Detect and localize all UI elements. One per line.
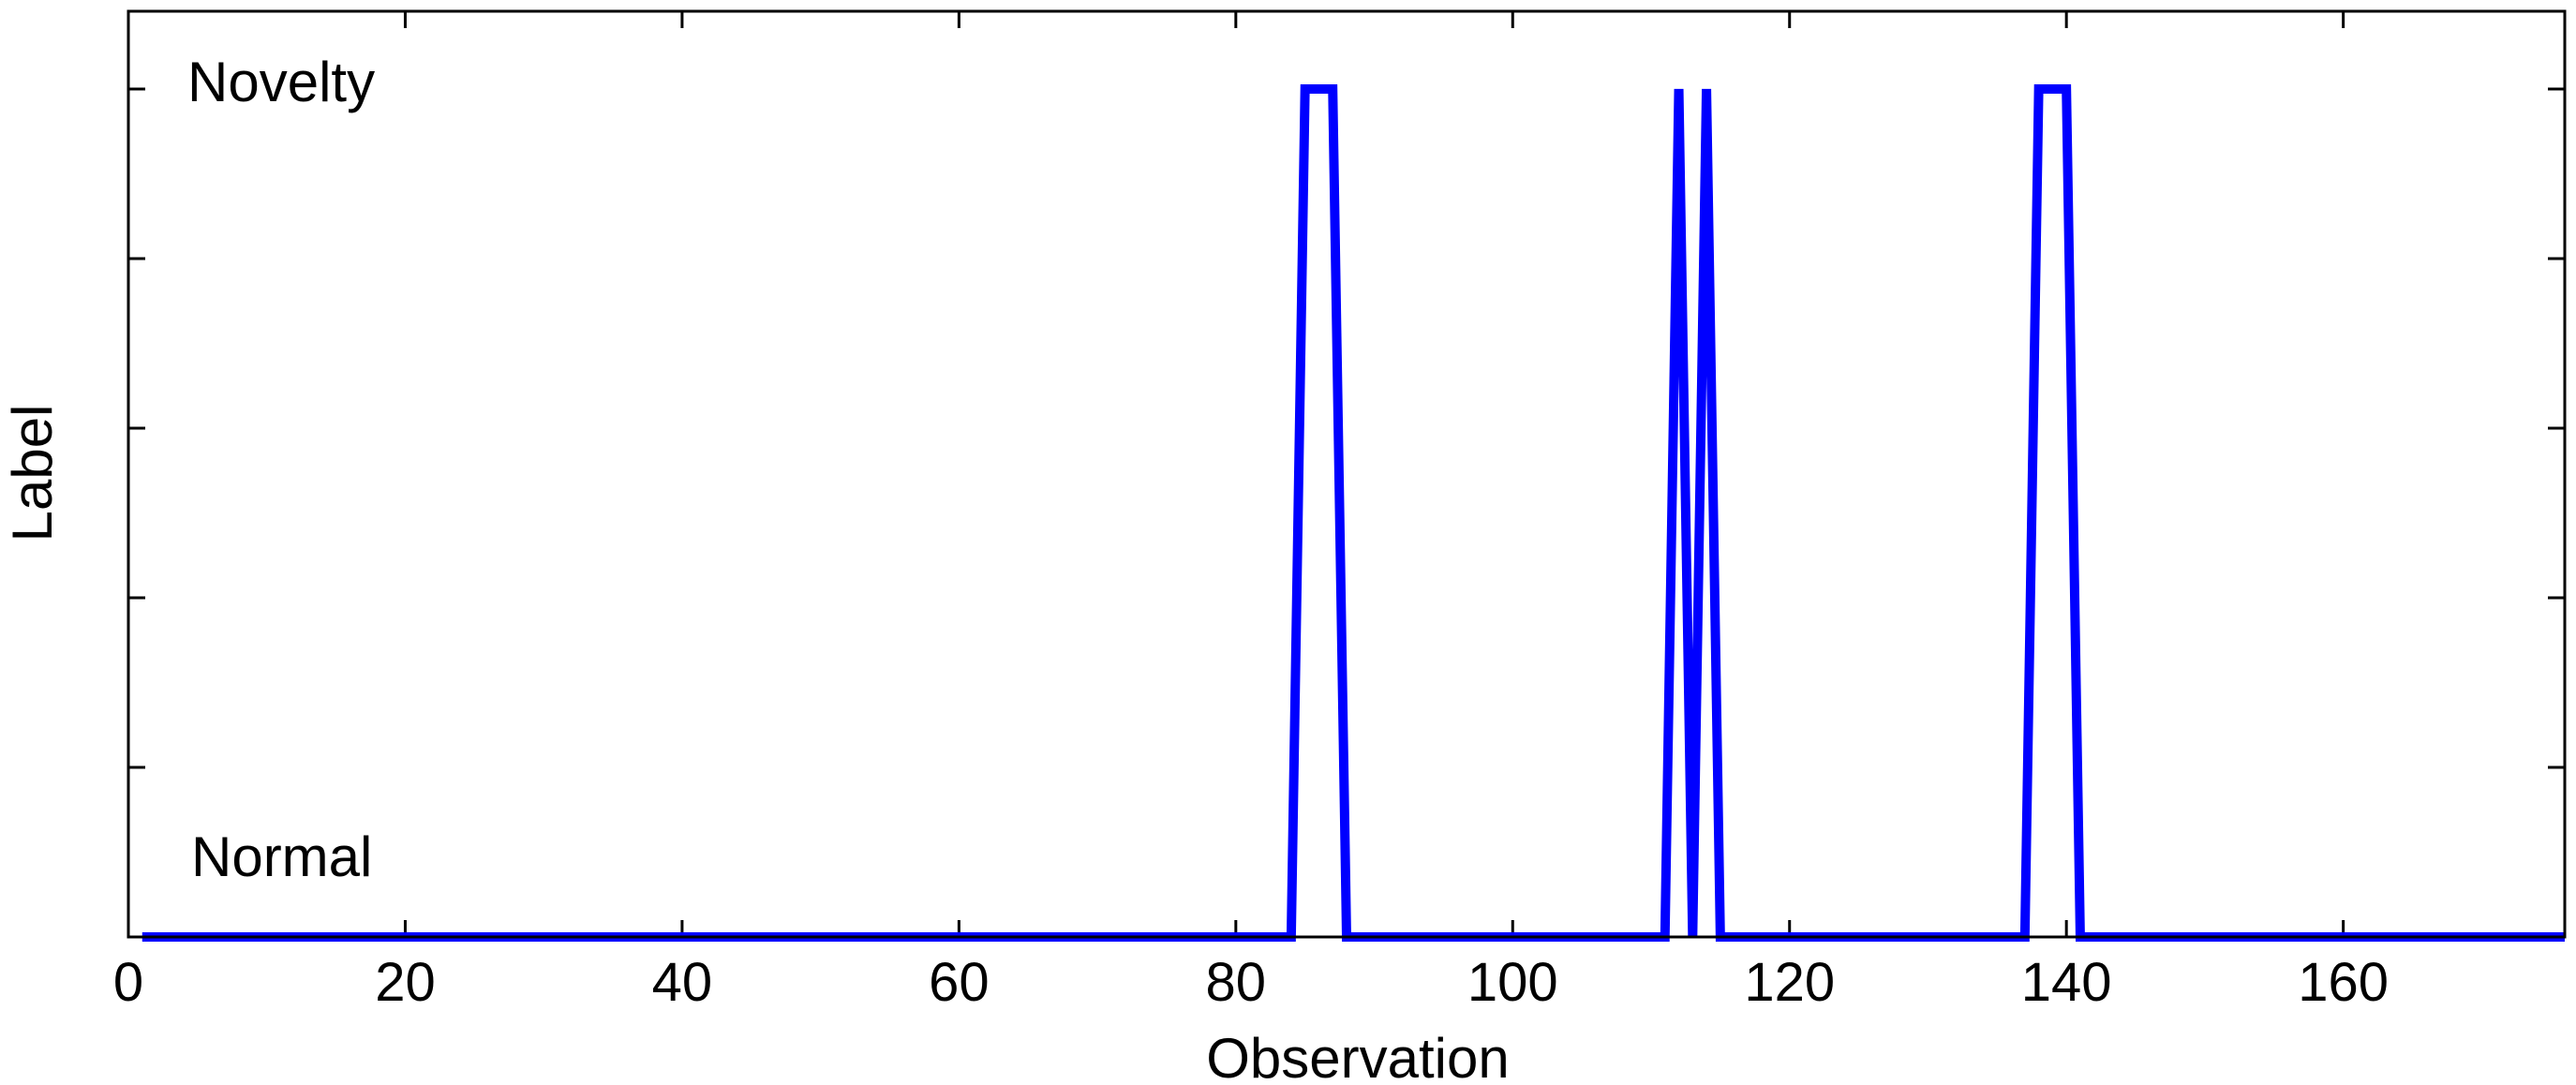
series-point-2 [1304,89,1305,90]
x-tick-label-120: 120 [1744,952,1835,1013]
plot-frame [127,9,2567,939]
x-tick-labels: 0 20 40 60 80 100 120 140 160 [113,952,2389,1013]
x-tick-label-160: 160 [2298,952,2389,1013]
x-tick-label-100: 100 [1467,952,1558,1013]
annotation-novelty: Novelty [187,51,375,113]
x-tick-label-80: 80 [1206,952,1267,1013]
series-point-8 [1706,89,1707,90]
x-axis-label: Observation [1206,1027,1510,1085]
x-tick-label-0: 0 [113,952,143,1013]
series-point-11 [2038,89,2039,90]
x-tick-label-20: 20 [375,952,436,1013]
annotation-normal: Normal [191,825,372,888]
x-tick-label-60: 60 [929,952,990,1013]
y-axis-label: Label [1,405,64,542]
series-point-6 [1678,89,1679,90]
series-point-12 [2066,89,2067,90]
x-tick-label-40: 40 [652,952,713,1013]
x-tick-label-140: 140 [2021,952,2112,1013]
